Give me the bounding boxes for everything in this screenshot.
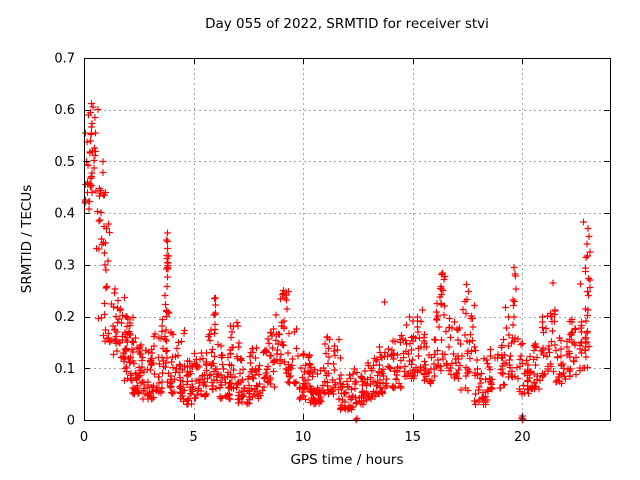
x-tick-label: 10 [295, 430, 312, 445]
y-tick-label: 0.6 [54, 103, 75, 118]
y-tick-label: 0 [67, 414, 75, 429]
x-tick-label: 15 [404, 430, 421, 445]
x-axis-label: GPS time / hours [290, 452, 404, 468]
y-tick-label: 0.7 [54, 52, 75, 67]
y-tick-label: 0.4 [54, 207, 75, 222]
y-axis-label: SRMTID / TECUs [19, 184, 35, 294]
x-tick-label: 20 [514, 430, 531, 445]
chart-title: Day 055 of 2022, SRMTID for receiver stv… [205, 16, 489, 32]
y-tick-label: 0.2 [54, 310, 75, 325]
x-tick-label: 5 [189, 430, 197, 445]
plot-frame [84, 58, 611, 421]
y-tick-label: 0.5 [54, 155, 75, 170]
data-points [81, 100, 594, 424]
grid-lines [84, 58, 610, 420]
y-tick-label: 0.3 [54, 258, 75, 273]
y-tick-label: 0.1 [54, 362, 75, 377]
axis-ticks [84, 58, 610, 421]
tick-labels: 0 0.1 0.2 0.3 0.4 0.5 0.6 0.7 0 5 10 15 20 [54, 52, 530, 446]
x-tick-label: 0 [80, 430, 88, 445]
